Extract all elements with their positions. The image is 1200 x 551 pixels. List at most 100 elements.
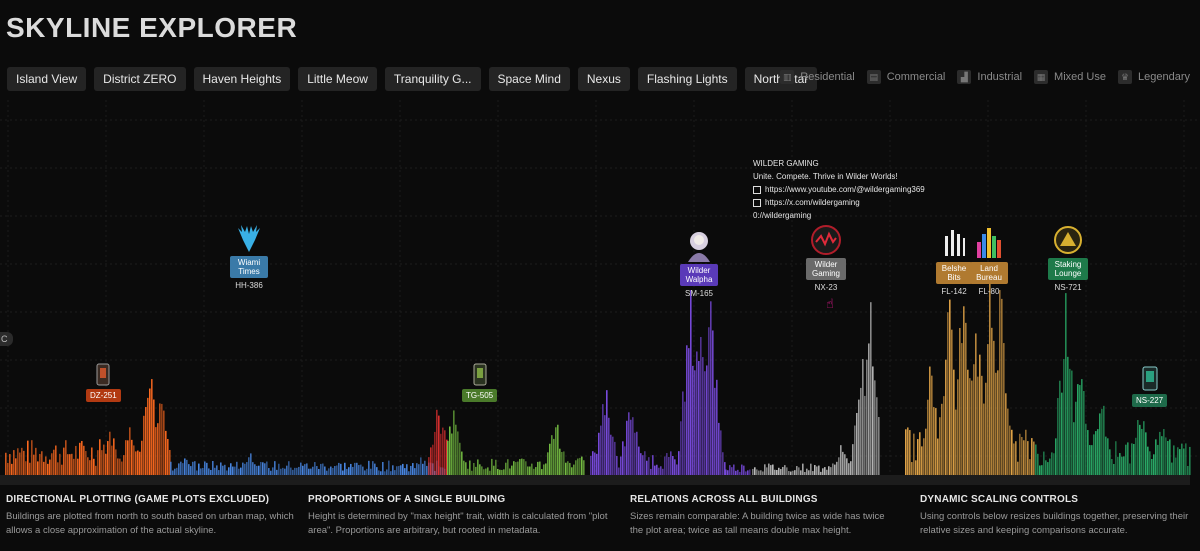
building-bar[interactable] — [1043, 451, 1045, 475]
building-bar[interactable] — [858, 399, 860, 475]
building-bar[interactable] — [35, 447, 37, 475]
building-bar[interactable] — [878, 417, 880, 475]
building-bar[interactable] — [569, 462, 571, 475]
building-bar[interactable] — [69, 454, 71, 475]
building-bar[interactable] — [428, 457, 430, 475]
building-bar[interactable] — [210, 469, 212, 475]
building-bar[interactable] — [1023, 440, 1025, 475]
building-bar[interactable] — [306, 463, 308, 475]
building-bar[interactable] — [495, 459, 497, 475]
building-bar[interactable] — [420, 457, 422, 475]
building-bar[interactable] — [294, 467, 296, 475]
building-bar[interactable] — [1037, 453, 1039, 475]
building-bar[interactable] — [822, 468, 824, 475]
building-bar[interactable] — [1103, 405, 1105, 475]
building-bar[interactable] — [700, 336, 702, 475]
building-bar[interactable] — [1073, 422, 1075, 475]
building-bar[interactable] — [1153, 454, 1155, 475]
building-bar[interactable] — [563, 451, 565, 475]
building-bar[interactable] — [917, 439, 919, 475]
building-bar[interactable] — [796, 466, 798, 475]
building-bar[interactable] — [832, 463, 834, 475]
building-bar[interactable] — [400, 465, 402, 475]
building-bar[interactable] — [280, 468, 282, 475]
building-bar[interactable] — [770, 465, 772, 475]
building-bar[interactable] — [330, 466, 332, 475]
building-bar[interactable] — [290, 467, 292, 475]
building-bar[interactable] — [507, 459, 509, 475]
building-bar[interactable] — [75, 445, 77, 475]
building-bar[interactable] — [469, 460, 471, 475]
building-bar[interactable] — [135, 451, 137, 475]
legend-legendary[interactable]: ♛ Legendary — [1118, 70, 1190, 84]
building-bar[interactable] — [316, 466, 318, 475]
building-bar[interactable] — [668, 456, 670, 475]
building-bar[interactable] — [1091, 445, 1093, 475]
building-bar[interactable] — [328, 468, 330, 475]
building-bar[interactable] — [573, 464, 575, 475]
building-bar[interactable] — [9, 454, 11, 475]
legend-commercial[interactable]: ▤ Commercial — [866, 70, 945, 84]
building-bar[interactable] — [907, 427, 909, 475]
building-bar[interactable] — [758, 470, 760, 475]
building-bar[interactable] — [31, 440, 33, 475]
building-bar[interactable] — [1001, 298, 1003, 475]
building-bar[interactable] — [202, 467, 204, 475]
building-bar[interactable] — [931, 375, 933, 475]
building-bar[interactable] — [1143, 421, 1145, 475]
building-bar[interactable] — [436, 409, 438, 475]
building-bar[interactable] — [1039, 465, 1041, 475]
building-bar[interactable] — [43, 461, 45, 475]
building-bar[interactable] — [1115, 441, 1117, 475]
building-bar[interactable] — [840, 445, 842, 475]
building-bar[interactable] — [252, 462, 254, 475]
building-bar[interactable] — [850, 461, 852, 475]
tab-tranquility[interactable]: Tranquility G... — [384, 67, 481, 91]
building-bar[interactable] — [338, 462, 340, 475]
building-bar[interactable] — [716, 379, 718, 475]
building-bar[interactable] — [308, 468, 310, 475]
building-bar[interactable] — [806, 468, 808, 475]
building-bar[interactable] — [1105, 436, 1107, 475]
building-bar[interactable] — [5, 452, 7, 475]
building-bar[interactable] — [915, 460, 917, 475]
building-bar[interactable] — [735, 470, 737, 475]
building-bar[interactable] — [83, 445, 85, 475]
building-bar[interactable] — [1127, 442, 1129, 475]
building-bar[interactable] — [119, 458, 121, 475]
building-bar[interactable] — [1085, 423, 1087, 475]
building-bar[interactable] — [113, 438, 115, 475]
building-bar[interactable] — [310, 468, 312, 475]
building-bar[interactable] — [442, 427, 444, 475]
building-bar[interactable] — [749, 469, 751, 475]
building-bar[interactable] — [404, 468, 406, 475]
building-bar[interactable] — [1161, 436, 1163, 475]
building-bar[interactable] — [121, 461, 123, 475]
building-bar[interactable] — [503, 469, 505, 475]
building-bar[interactable] — [676, 464, 678, 475]
building-bar[interactable] — [911, 462, 913, 475]
building-bar[interactable] — [318, 468, 320, 475]
building-bar[interactable] — [109, 431, 111, 475]
building-bar[interactable] — [390, 471, 392, 475]
building-bar[interactable] — [596, 453, 598, 475]
building-bar[interactable] — [648, 457, 650, 475]
building-bar[interactable] — [1135, 437, 1137, 475]
building-bar[interactable] — [993, 340, 995, 475]
building-bar[interactable] — [99, 439, 101, 475]
building-bar[interactable] — [103, 444, 105, 475]
building-bar[interactable] — [529, 466, 531, 475]
building-bar[interactable] — [288, 461, 290, 475]
building-bar[interactable] — [1011, 429, 1013, 475]
building-bar[interactable] — [967, 369, 969, 475]
marker-tg-505[interactable]: TG-505 — [462, 363, 498, 402]
building-bar[interactable] — [302, 465, 304, 475]
building-bar[interactable] — [782, 466, 784, 475]
building-bar[interactable] — [53, 449, 55, 475]
building-bar[interactable] — [977, 376, 979, 475]
building-bar[interactable] — [808, 470, 810, 475]
building-bar[interactable] — [1101, 408, 1103, 475]
building-bar[interactable] — [737, 469, 739, 475]
building-bar[interactable] — [240, 467, 242, 475]
building-bar[interactable] — [59, 453, 61, 475]
